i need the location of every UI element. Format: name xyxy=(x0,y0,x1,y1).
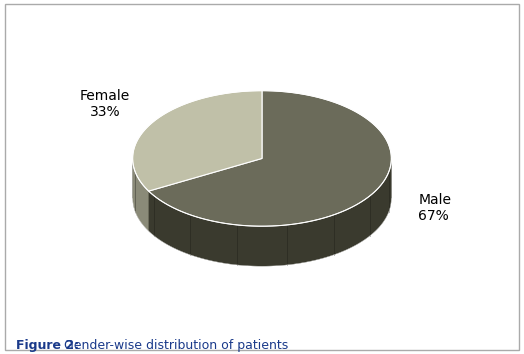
Polygon shape xyxy=(149,91,391,226)
Polygon shape xyxy=(149,159,391,266)
Polygon shape xyxy=(133,91,262,191)
Text: Gender-wise distribution of patients: Gender-wise distribution of patients xyxy=(60,339,289,352)
Polygon shape xyxy=(133,159,149,231)
Text: Female
33%: Female 33% xyxy=(80,89,130,119)
Text: Figure 2:: Figure 2: xyxy=(16,339,79,352)
Text: Male
67%: Male 67% xyxy=(419,193,452,223)
Polygon shape xyxy=(133,159,391,266)
